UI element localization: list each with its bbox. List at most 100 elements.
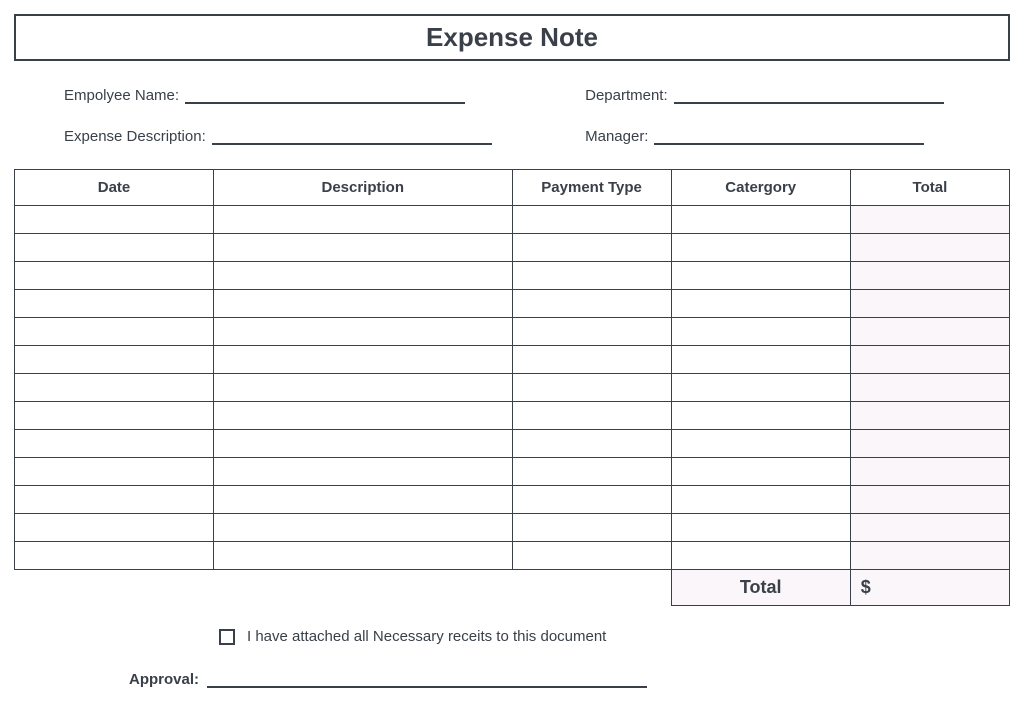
- department-line: [674, 102, 944, 104]
- table-cell[interactable]: [15, 346, 214, 374]
- table-cell[interactable]: [15, 486, 214, 514]
- expense-description-label: Expense Description:: [64, 128, 212, 145]
- table-row: [15, 430, 1010, 458]
- table-cell[interactable]: [850, 262, 1009, 290]
- table-cell[interactable]: [850, 374, 1009, 402]
- attachment-text: I have attached all Necessary receits to…: [247, 628, 606, 645]
- table-cell[interactable]: [512, 318, 671, 346]
- table-cell[interactable]: [512, 374, 671, 402]
- table-row: [15, 514, 1010, 542]
- table-cell[interactable]: [512, 514, 671, 542]
- table-cell[interactable]: [214, 318, 513, 346]
- table-cell[interactable]: [214, 234, 513, 262]
- table-cell[interactable]: [15, 402, 214, 430]
- table-cell[interactable]: [671, 486, 850, 514]
- table-cell[interactable]: [512, 290, 671, 318]
- table-cell[interactable]: [850, 290, 1009, 318]
- table-row: [15, 206, 1010, 234]
- employee-name-field[interactable]: Empolyee Name:: [64, 87, 535, 104]
- approval-line[interactable]: [207, 686, 647, 688]
- table-cell[interactable]: [671, 458, 850, 486]
- table-cell[interactable]: [671, 290, 850, 318]
- table-cell[interactable]: [15, 206, 214, 234]
- col-header-category: Catergory: [671, 170, 850, 206]
- table-cell[interactable]: [214, 542, 513, 570]
- table-cell[interactable]: [15, 542, 214, 570]
- expense-description-line: [212, 143, 492, 145]
- table-cell[interactable]: [671, 206, 850, 234]
- table-cell[interactable]: [671, 542, 850, 570]
- table-cell[interactable]: [512, 486, 671, 514]
- table-cell[interactable]: [214, 402, 513, 430]
- attachment-row: I have attached all Necessary receits to…: [14, 628, 1010, 645]
- table-cell[interactable]: [15, 374, 214, 402]
- table-cell[interactable]: [671, 430, 850, 458]
- col-header-payment-type: Payment Type: [512, 170, 671, 206]
- table-cell[interactable]: [850, 514, 1009, 542]
- table-cell[interactable]: [850, 402, 1009, 430]
- table-cell[interactable]: [15, 234, 214, 262]
- field-row-1: Empolyee Name: Department:: [64, 87, 970, 104]
- table-cell[interactable]: [214, 374, 513, 402]
- table-cell[interactable]: [214, 346, 513, 374]
- footer-total-row: Total $: [15, 570, 1010, 606]
- table-row: [15, 318, 1010, 346]
- table-cell[interactable]: [850, 318, 1009, 346]
- table-cell[interactable]: [671, 234, 850, 262]
- table-row: [15, 234, 1010, 262]
- department-field[interactable]: Department:: [535, 87, 970, 104]
- table-body: [15, 206, 1010, 570]
- table-cell[interactable]: [850, 458, 1009, 486]
- table-cell[interactable]: [15, 262, 214, 290]
- table-cell[interactable]: [512, 234, 671, 262]
- table-cell[interactable]: [512, 206, 671, 234]
- table-cell[interactable]: [214, 458, 513, 486]
- table-row: [15, 346, 1010, 374]
- table-cell[interactable]: [214, 206, 513, 234]
- table-row: [15, 262, 1010, 290]
- table-cell[interactable]: [214, 290, 513, 318]
- table-cell[interactable]: [850, 346, 1009, 374]
- table-cell[interactable]: [512, 402, 671, 430]
- table-cell[interactable]: [512, 430, 671, 458]
- table-cell[interactable]: [214, 430, 513, 458]
- employee-name-label: Empolyee Name:: [64, 87, 185, 104]
- table-cell[interactable]: [671, 374, 850, 402]
- manager-field[interactable]: Manager:: [535, 128, 970, 145]
- table-cell[interactable]: [850, 542, 1009, 570]
- table-cell[interactable]: [15, 318, 214, 346]
- table-row: [15, 290, 1010, 318]
- table-cell[interactable]: [512, 262, 671, 290]
- table-cell[interactable]: [671, 318, 850, 346]
- table-row: [15, 542, 1010, 570]
- table-cell[interactable]: [512, 542, 671, 570]
- table-cell[interactable]: [15, 290, 214, 318]
- table-cell[interactable]: [512, 458, 671, 486]
- table-cell[interactable]: [850, 206, 1009, 234]
- col-header-description: Description: [214, 170, 513, 206]
- approval-label: Approval:: [129, 671, 207, 688]
- table-cell[interactable]: [214, 262, 513, 290]
- table-cell[interactable]: [214, 486, 513, 514]
- header-fields: Empolyee Name: Department: Expense Descr…: [14, 87, 1010, 145]
- footer-spacer: [15, 570, 672, 606]
- table-cell[interactable]: [671, 262, 850, 290]
- footer-total-label: Total: [671, 570, 850, 606]
- attachment-checkbox[interactable]: [219, 629, 235, 645]
- table-cell[interactable]: [671, 402, 850, 430]
- employee-name-line: [185, 102, 465, 104]
- table-cell[interactable]: [214, 514, 513, 542]
- table-cell[interactable]: [850, 486, 1009, 514]
- manager-label: Manager:: [585, 128, 654, 145]
- table-cell[interactable]: [512, 346, 671, 374]
- table-row: [15, 374, 1010, 402]
- approval-row: Approval:: [14, 671, 1010, 688]
- table-cell[interactable]: [671, 514, 850, 542]
- table-cell[interactable]: [15, 514, 214, 542]
- table-cell[interactable]: [850, 430, 1009, 458]
- expense-description-field[interactable]: Expense Description:: [64, 128, 535, 145]
- table-cell[interactable]: [15, 430, 214, 458]
- table-cell[interactable]: [671, 346, 850, 374]
- table-cell[interactable]: [850, 234, 1009, 262]
- table-cell[interactable]: [15, 458, 214, 486]
